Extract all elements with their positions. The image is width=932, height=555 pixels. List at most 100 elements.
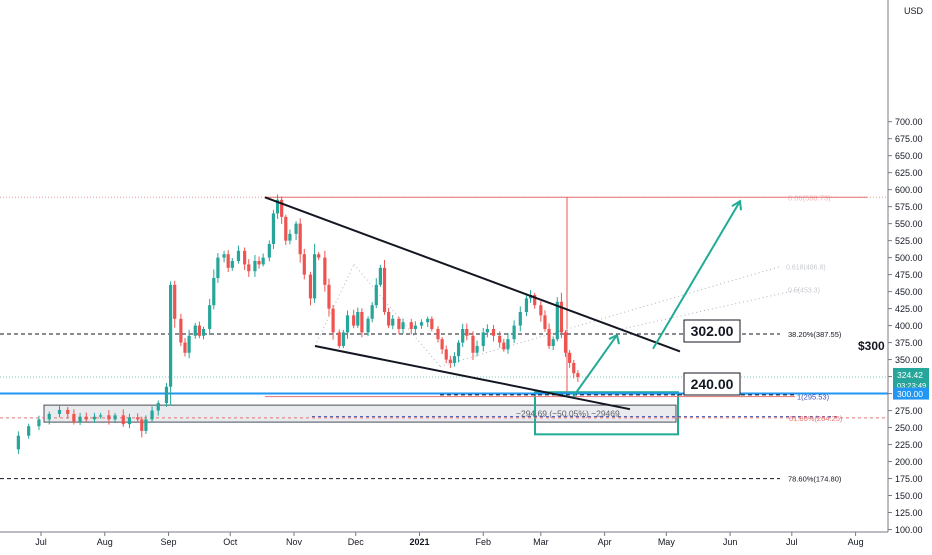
candle-body [374, 284, 378, 306]
candle-body [280, 199, 284, 217]
candle-body [121, 415, 125, 425]
candle-body [356, 311, 360, 326]
candle-body [323, 257, 327, 285]
candle-body [294, 223, 298, 234]
lower-trendline [314, 345, 631, 411]
price-tick-label: 225.00 [895, 440, 923, 450]
candle-body [253, 261, 257, 272]
time-tick-label: May [658, 537, 676, 547]
candle-body [543, 315, 547, 329]
candle-body [267, 244, 271, 258]
arrow-head-2 [731, 199, 742, 211]
candle-body [197, 325, 201, 336]
time-tick-label: Dec [348, 537, 365, 547]
support-300-text: $300 [858, 339, 885, 353]
candle-body [366, 318, 370, 333]
price-tick-label: 125.00 [895, 508, 923, 518]
time-tick-label: Nov [286, 537, 303, 547]
arrow-up-1 [572, 334, 618, 398]
time-tick-label: Oct [223, 537, 238, 547]
candle-body [298, 223, 302, 255]
price-tick-label: 600.00 [895, 185, 923, 195]
candle-body [502, 342, 506, 350]
candle-body [444, 349, 448, 360]
price-tick-label: 675.00 [895, 134, 923, 144]
candle-body [107, 415, 111, 420]
candle-body [168, 284, 173, 387]
candle-body [506, 339, 510, 350]
candle-body [140, 419, 144, 431]
candle-body [193, 325, 197, 336]
measure-label: −294.69 (−50.05%) −29469 [516, 408, 620, 418]
candle-body [448, 359, 452, 363]
candle-body [533, 295, 537, 306]
target-302-label: 302.00 [691, 323, 734, 339]
price-tick-label: 400.00 [895, 321, 923, 331]
target-240-label: 240.00 [691, 376, 734, 392]
fib-faint-label: 0.618(486.8) [786, 265, 826, 272]
candle-body [391, 318, 395, 326]
candle-body [440, 339, 444, 350]
fib-label: 1(295.53) [797, 393, 830, 402]
candle-body [150, 410, 154, 420]
candle-body [312, 254, 317, 299]
fib-label: 78.60%(174.80) [788, 475, 842, 484]
price-tick-label: 450.00 [895, 287, 923, 297]
support-price-tag [893, 387, 929, 400]
candle-body [397, 318, 401, 329]
price-tick-label: 650.00 [895, 151, 923, 161]
candle-body [387, 311, 391, 326]
arrow-head-1 [608, 333, 620, 345]
candle-body [136, 417, 140, 420]
candle-body [345, 315, 350, 333]
price-tick-label: 500.00 [895, 253, 923, 263]
time-tick-label: Jul [786, 537, 798, 547]
candle-body [243, 250, 247, 265]
fib-label: 38.20%(387.55) [788, 330, 842, 339]
candle-body [47, 413, 51, 420]
candle-body [179, 318, 183, 343]
candle-body [337, 332, 341, 346]
candle-body [485, 328, 489, 333]
price-tick-label: 425.00 [895, 304, 923, 314]
candle-body [57, 409, 62, 414]
candle-body [261, 257, 265, 265]
currency-label: USD [904, 6, 924, 16]
candle-body [27, 426, 31, 436]
candle-body [331, 308, 335, 333]
support-price-value: 300.00 [897, 389, 923, 399]
price-tick-label: 200.00 [895, 457, 923, 467]
time-tick-label: Apr [598, 537, 612, 547]
candle-body [92, 416, 97, 420]
candle-body [475, 345, 479, 353]
price-tick-label: 625.00 [895, 168, 923, 178]
candle-body [288, 233, 292, 241]
candle-body [419, 322, 424, 326]
candle-body [436, 328, 440, 340]
candle-body [187, 335, 191, 353]
candle-body [512, 325, 516, 340]
candle-body [327, 284, 331, 309]
candle-body [302, 254, 306, 275]
time-tick-label: Aug [848, 537, 864, 547]
candle-body [498, 335, 502, 343]
price-tick-label: 350.00 [895, 355, 923, 365]
candle-body [555, 301, 559, 340]
candle-body [84, 416, 88, 420]
candle-body [559, 301, 564, 333]
candle-body [360, 311, 364, 333]
candle-body [465, 328, 469, 336]
candle-body [257, 261, 261, 265]
candle-body [173, 284, 177, 319]
price-tick-label: 250.00 [895, 423, 923, 433]
candle-body [413, 325, 417, 329]
candle-body [518, 311, 522, 326]
fib-faint-label: 0.5(453.3) [788, 287, 820, 294]
candle-body [491, 328, 496, 336]
candle-body [341, 332, 345, 346]
candle-body [524, 298, 529, 312]
target-box [534, 391, 679, 436]
time-tick-label: 2021 [409, 537, 429, 547]
candle-body [568, 352, 572, 363]
